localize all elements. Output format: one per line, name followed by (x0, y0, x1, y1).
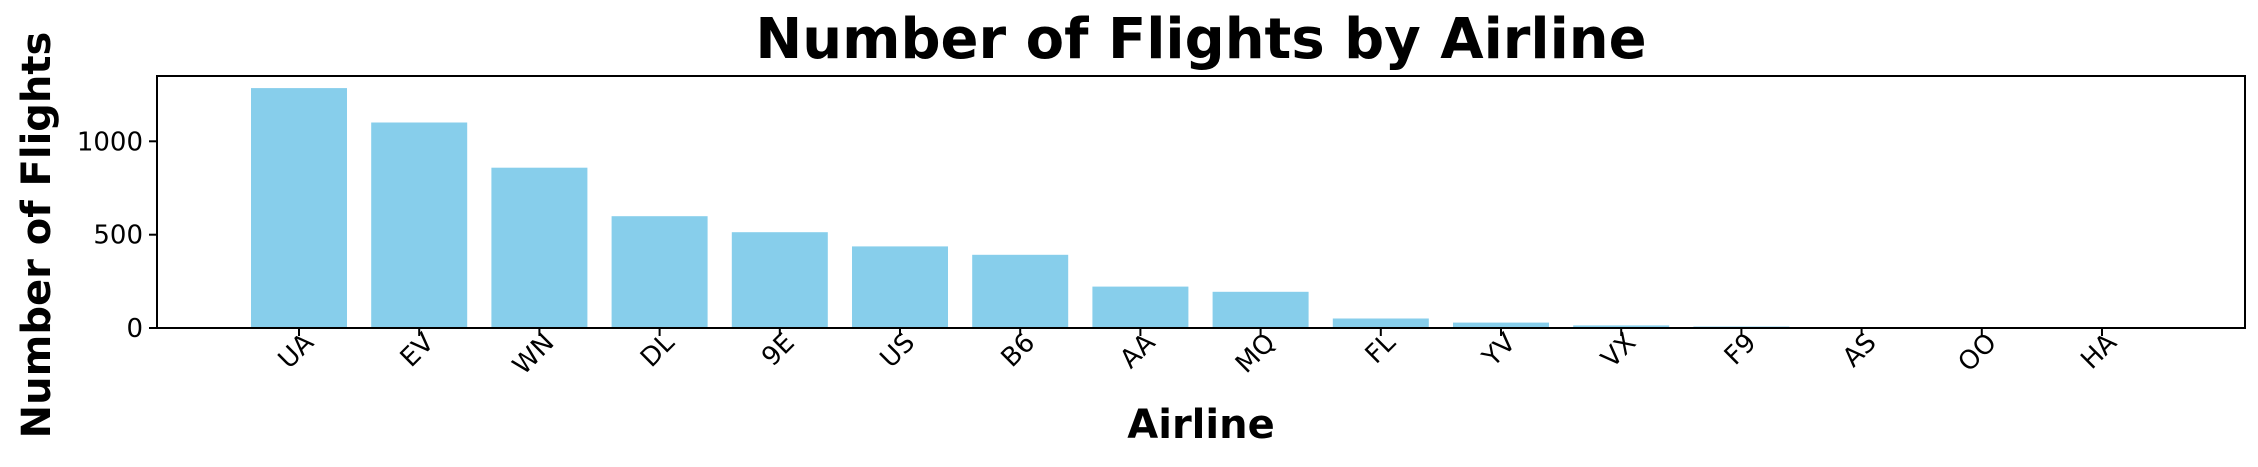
x-tick-label: MQ (1230, 328, 1282, 380)
x-tick-label: AS (1837, 328, 1882, 373)
x-tick-label: US (875, 328, 921, 374)
bar-9e (731, 232, 828, 328)
y-tick-label: 0 (126, 314, 143, 344)
x-tick-label: YV (1476, 328, 1522, 374)
x-axis-ticks: UA EV WN DL 9E US B6 AA MQ FL YV VX F9 AS OO HA (273, 327, 2123, 381)
x-tick-label: WN (507, 328, 560, 381)
plot-frame (156, 75, 2246, 329)
y-axis-label: Number of Flights (14, 32, 60, 439)
x-tick-label: FL (1360, 327, 1402, 369)
bar-wn (491, 167, 588, 328)
bar-ua (251, 88, 347, 328)
bars-group (251, 88, 2150, 328)
chart-title: Number of Flights by Airline (755, 7, 1646, 72)
x-tick-label: F9 (1719, 328, 1762, 371)
bar-mq (1212, 291, 1309, 328)
x-tick-label: B6 (996, 328, 1042, 374)
x-tick-label: AA (1114, 328, 1161, 375)
x-axis-label: Airline (1127, 402, 1274, 448)
x-tick-label: EV (395, 328, 441, 374)
x-tick-label: 9E (756, 328, 801, 373)
bar-aa (1092, 286, 1189, 328)
bar-ev (371, 122, 468, 328)
x-tick-label: DL (635, 327, 681, 373)
bar-b6 (972, 254, 1069, 328)
bar-vx (1573, 325, 1670, 328)
y-tick-label: 500 (93, 221, 143, 251)
x-tick-label: UA (273, 328, 320, 375)
y-tick-label: 1000 (77, 127, 143, 157)
bar-yv (1453, 322, 1549, 328)
x-tick-label: VX (1596, 328, 1642, 374)
x-tick-label: OO (1953, 328, 2003, 378)
bar-us (852, 246, 948, 328)
bar-dl (611, 216, 708, 328)
y-axis-ticks: 0 500 1000 (77, 127, 157, 344)
x-tick-label: HA (2075, 328, 2123, 376)
bar-fl (1332, 318, 1429, 328)
